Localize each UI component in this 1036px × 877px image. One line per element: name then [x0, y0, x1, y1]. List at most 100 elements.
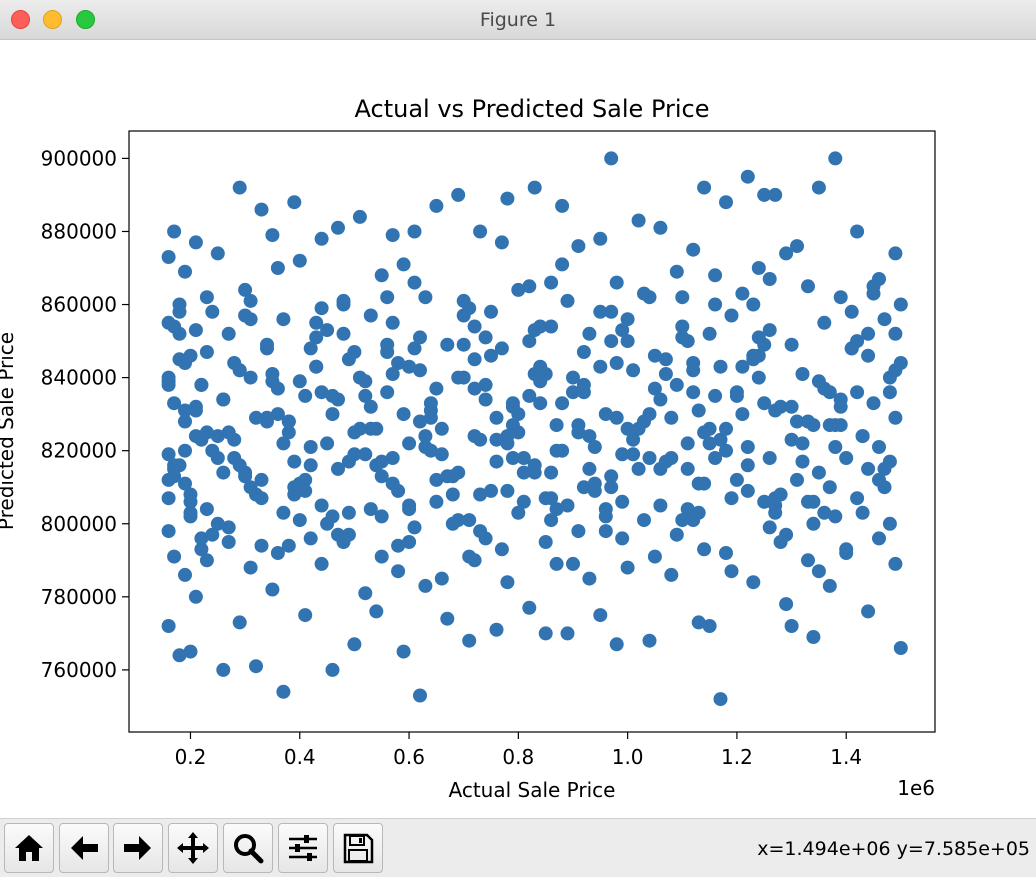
scatter-point	[473, 524, 488, 539]
scatter-point	[697, 542, 712, 557]
scatter-point	[872, 531, 886, 546]
scatter-point	[784, 432, 799, 447]
scatter-point	[762, 323, 777, 338]
scatter-point	[615, 323, 630, 338]
scatter-point	[680, 436, 695, 451]
pan-button[interactable]	[168, 823, 218, 873]
scatter-point	[631, 213, 646, 228]
close-window-button[interactable]	[11, 10, 30, 29]
scatter-point	[544, 513, 559, 528]
scatter-point	[276, 436, 291, 451]
scatter-point	[380, 385, 395, 400]
back-button[interactable]	[59, 823, 109, 873]
scatter-point	[801, 279, 815, 294]
scatter-point	[292, 374, 307, 389]
scatter-point	[484, 348, 498, 363]
scatter-point	[855, 429, 870, 444]
scatter-point	[817, 505, 832, 520]
scatter-point	[309, 330, 324, 345]
scatter-point	[336, 326, 351, 341]
scatter-point	[265, 582, 280, 597]
scatter-point	[861, 326, 876, 341]
zoom-button[interactable]	[223, 823, 273, 873]
scatter-point	[385, 315, 400, 330]
forward-button[interactable]	[113, 823, 163, 873]
scatter-point	[833, 418, 848, 433]
configure-subplots-button[interactable]	[278, 823, 328, 873]
scatter-point	[232, 458, 247, 473]
scatter-point	[604, 304, 619, 319]
scatter-point	[675, 290, 690, 305]
scatter-point	[691, 476, 706, 491]
scatter-point	[882, 516, 897, 531]
scatter-point	[358, 447, 373, 462]
scatter-point	[746, 297, 761, 312]
scatter-point	[790, 472, 804, 487]
scatter-point	[183, 644, 198, 659]
scatter-point	[478, 330, 493, 345]
scatter-point	[221, 326, 236, 341]
scatter-point	[500, 575, 515, 590]
scatter-point	[549, 502, 564, 517]
scatter-point	[374, 268, 389, 283]
scatter-point	[806, 494, 821, 509]
scatter-point	[566, 370, 580, 385]
minimize-window-button[interactable]	[43, 10, 62, 29]
scatter-point	[336, 293, 351, 308]
scatter-point	[238, 282, 253, 297]
scatter-point	[604, 480, 619, 495]
scatter-point	[675, 319, 690, 334]
scatter-point	[396, 644, 411, 659]
scatter-point	[484, 304, 498, 319]
scatter-point	[861, 604, 876, 619]
scatter-point	[544, 275, 559, 290]
scatter-point	[708, 388, 723, 403]
scatter-point	[254, 202, 269, 217]
scatter-point	[893, 641, 908, 655]
scatter-point	[686, 242, 701, 257]
scatter-point	[216, 662, 231, 677]
scatter-point	[697, 180, 712, 195]
scatter-point	[708, 451, 723, 465]
scatter-point	[593, 304, 608, 319]
scatter-point	[790, 414, 804, 429]
save-button[interactable]	[333, 823, 383, 873]
scatter-point	[533, 374, 548, 389]
scatter-point	[882, 385, 897, 400]
maximize-window-button[interactable]	[76, 10, 95, 29]
scatter-point	[363, 421, 378, 436]
y-tick-label: 840000	[41, 366, 117, 390]
scatter-point	[188, 235, 203, 250]
scatter-point	[620, 334, 635, 349]
scatter-point	[456, 337, 471, 352]
scatter-point	[866, 396, 881, 411]
scatter-point	[555, 257, 570, 272]
scatter-point	[576, 345, 591, 359]
scatter-point	[178, 443, 192, 458]
home-button[interactable]	[4, 823, 54, 873]
scatter-point	[768, 491, 783, 506]
scatter-point	[784, 619, 799, 633]
scatter-point	[331, 461, 345, 476]
scatter-point	[249, 659, 263, 674]
scatter-point	[451, 187, 466, 202]
scatter-point	[325, 407, 340, 422]
scatter-point	[658, 454, 673, 469]
scatter-point	[620, 312, 635, 327]
scatter-point	[183, 494, 198, 509]
scatter-point	[391, 356, 406, 370]
scatter-point	[172, 326, 187, 341]
scatter-point	[708, 268, 723, 283]
scatter-point	[511, 425, 526, 440]
forward-arrow-icon	[124, 836, 151, 860]
back-arrow-icon	[71, 836, 98, 860]
x-tick-label: 1.0	[612, 745, 644, 769]
scatter-point	[494, 235, 509, 250]
scatter-point	[516, 451, 531, 465]
scatter-point	[675, 513, 690, 528]
scatter-point	[205, 304, 220, 319]
scatter-point	[249, 410, 263, 425]
scatter-point	[347, 447, 362, 462]
scatter-point	[516, 494, 531, 509]
scatter-point	[210, 451, 225, 465]
